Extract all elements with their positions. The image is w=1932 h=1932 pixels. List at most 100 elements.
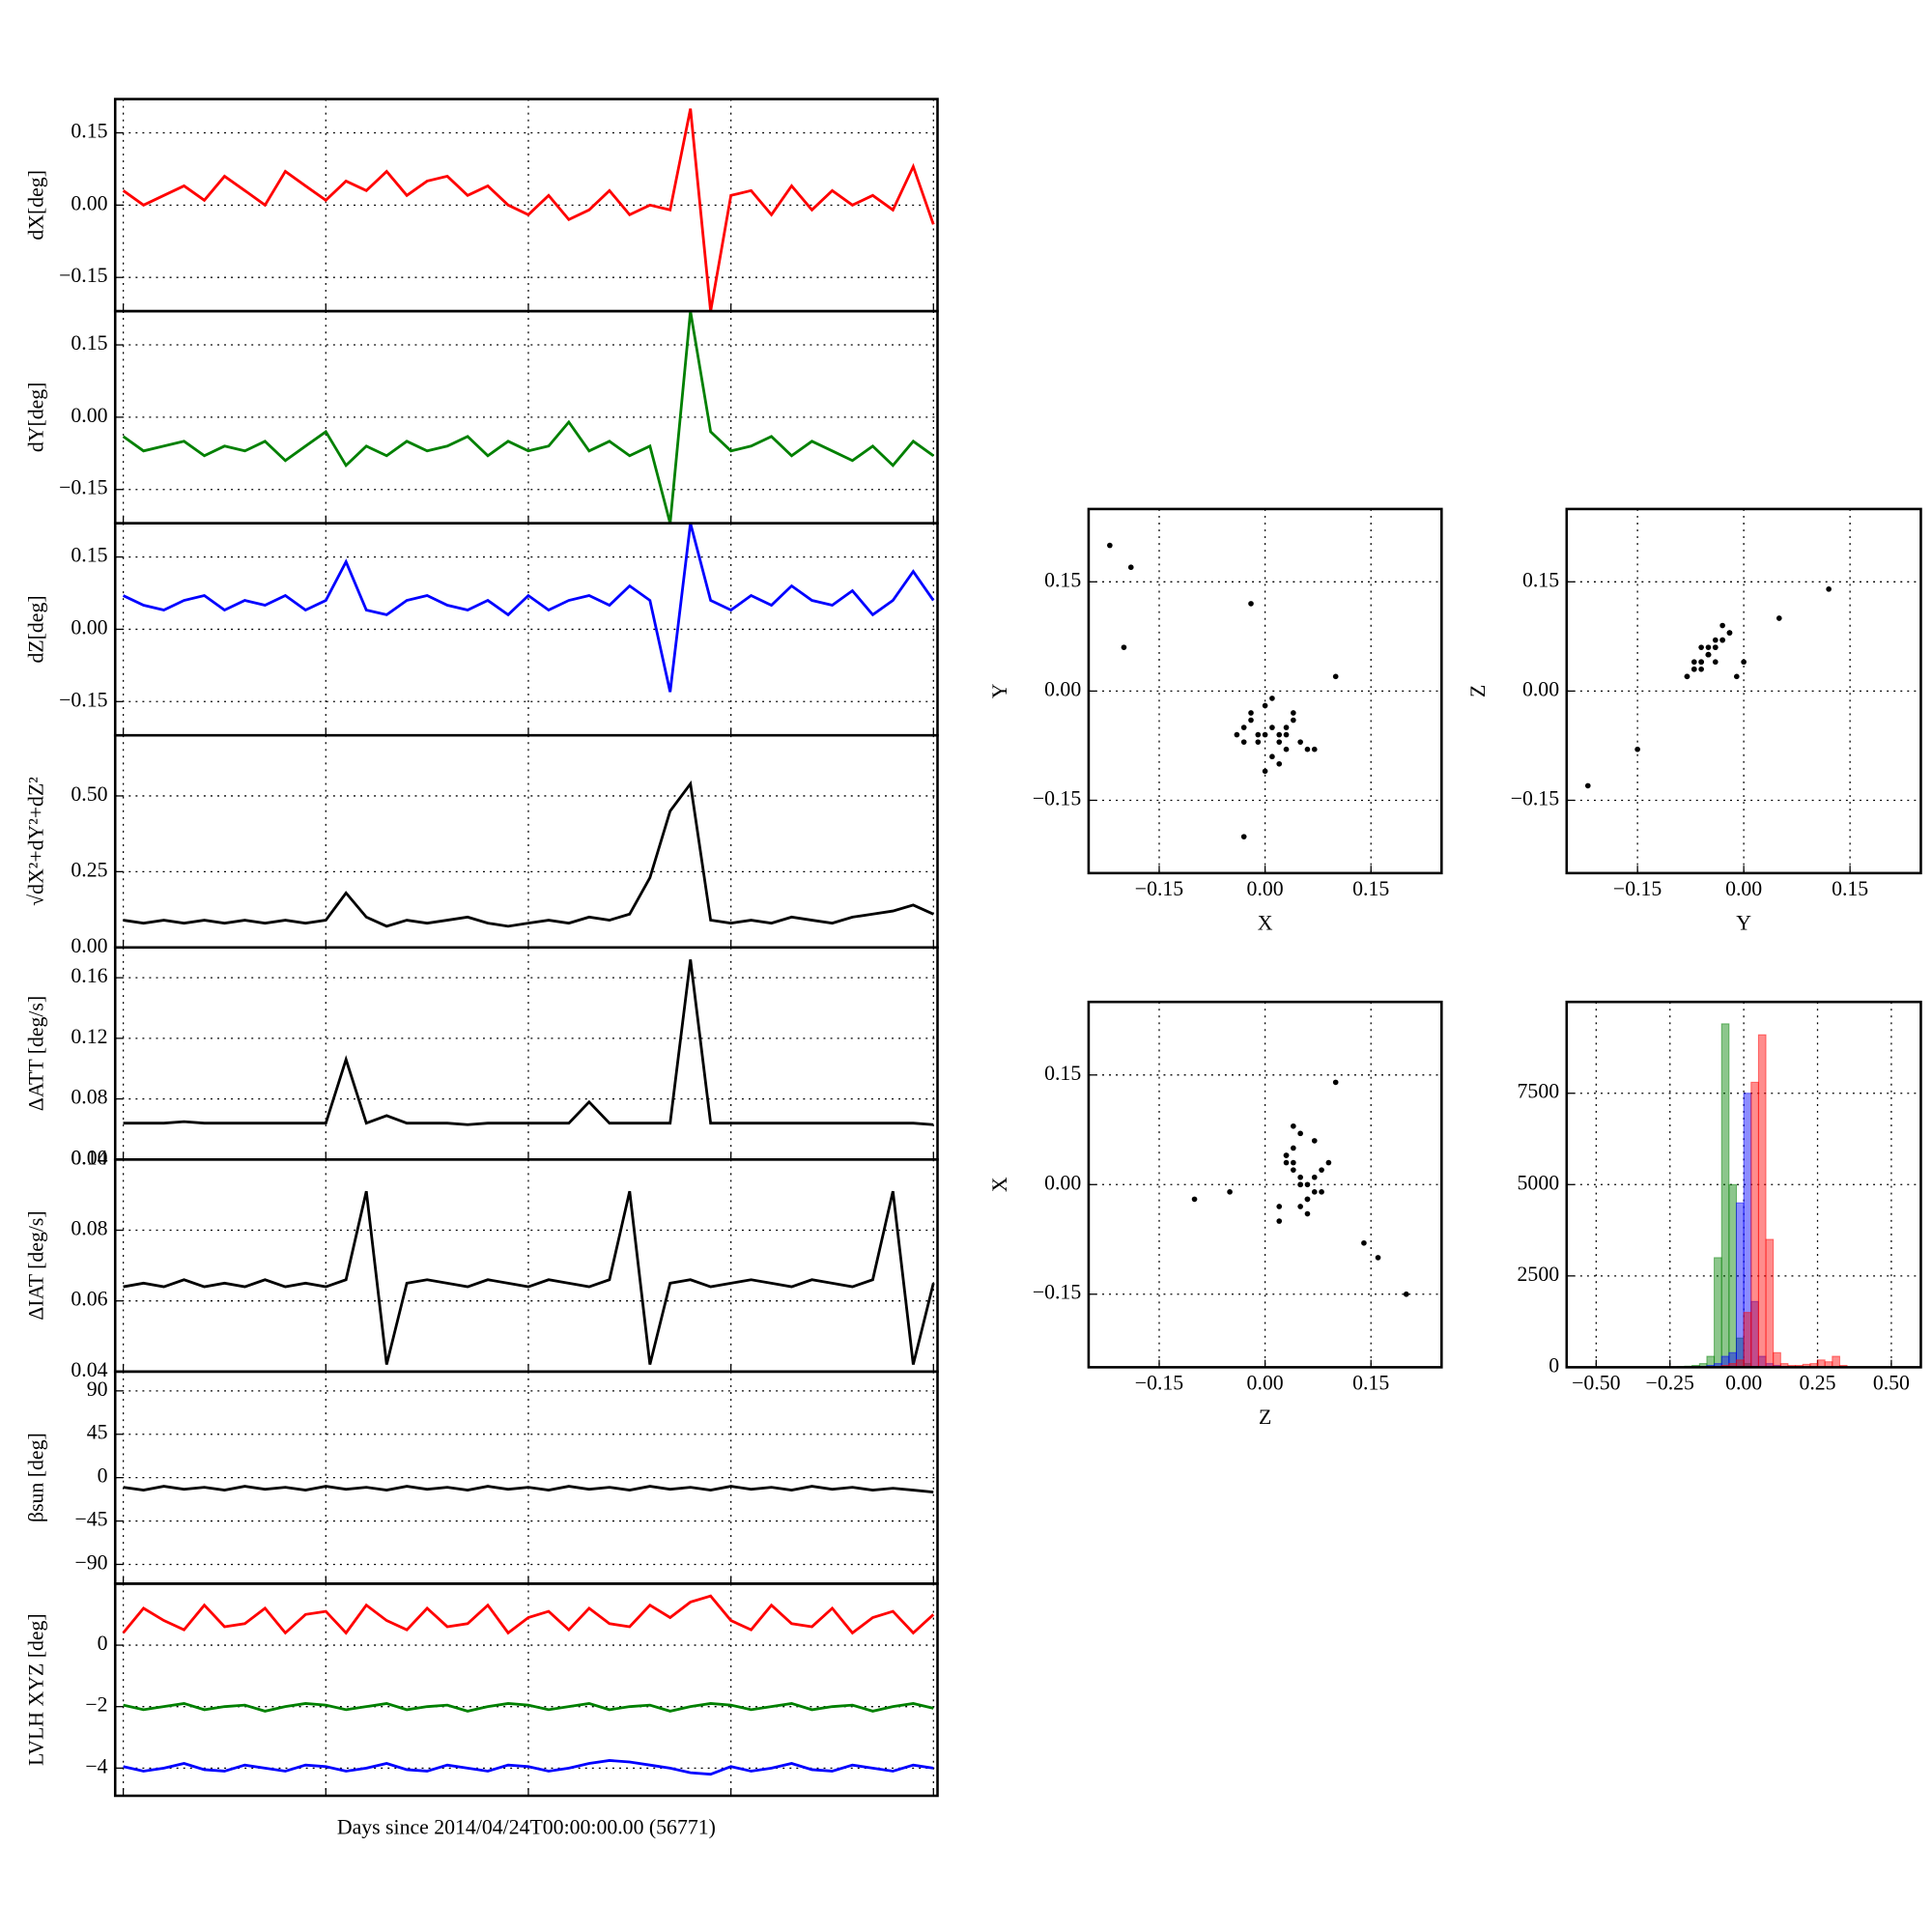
series-line [122, 1594, 935, 1635]
y-tick-label: −4 [85, 1754, 107, 1777]
y-axis-label: Z [1466, 685, 1490, 697]
x-tick-label: 0.25 [1799, 1371, 1835, 1394]
scatter-point [1262, 731, 1268, 738]
scatter-point [1690, 666, 1697, 672]
scatter-point [1698, 644, 1704, 650]
x-tick-label: −0.15 [1613, 877, 1662, 900]
series-line [123, 780, 934, 928]
histogram-bar [1773, 1351, 1781, 1368]
scatter-point [1269, 696, 1275, 701]
y-tick-label: 0.00 [1522, 677, 1559, 700]
scatter-point [1776, 615, 1782, 621]
scatter-point [1311, 1189, 1318, 1195]
y-tick-label: 0.08 [71, 1217, 107, 1240]
y-axis-label: Y [988, 683, 1011, 698]
scatter-point [1332, 1079, 1339, 1086]
axes-frame [1565, 507, 1922, 875]
y-tick-label: 0.00 [1044, 677, 1081, 700]
scatter-point [1276, 1218, 1283, 1224]
y-tick-label: 0.25 [71, 858, 107, 881]
y-tick-label: 0.04 [71, 1146, 107, 1169]
scatter-point [1325, 1159, 1332, 1166]
y-axis-label: LVLH XYZ [deg] [25, 1613, 48, 1766]
scatter-point [1291, 710, 1296, 716]
scatter-point [1255, 731, 1262, 738]
scatter-point [1304, 746, 1311, 753]
series-line [123, 1759, 934, 1776]
x-tick-label: 0.00 [1247, 877, 1284, 900]
scatter-point [1107, 542, 1113, 549]
x-tick-label: 0.15 [1352, 1371, 1389, 1394]
y-axis-label: √dX²+dY²+dZ² [25, 777, 48, 906]
scatter-point [1319, 1167, 1324, 1173]
scatter-point [1240, 834, 1247, 839]
y-tick-label: 0.15 [1522, 568, 1559, 591]
series-line [122, 311, 935, 524]
histogram-bar [1735, 1202, 1745, 1368]
histogram-bar [1714, 1257, 1722, 1368]
scatter-point [1361, 1239, 1367, 1246]
y-tick-label: 0.06 [71, 1288, 107, 1311]
scatter-point [1248, 717, 1254, 724]
histogram-bar [1728, 1183, 1738, 1368]
scatter-point [1291, 1145, 1296, 1151]
y-tick-label: 5000 [1518, 1171, 1560, 1194]
y-axis-label: ΔATT [deg/s] [25, 996, 48, 1111]
y-tick-label: −0.15 [1511, 786, 1560, 810]
scatter-point [1227, 1189, 1233, 1195]
y-tick-label: 0.15 [1044, 568, 1081, 591]
scatter-point [1297, 1130, 1303, 1137]
y-tick-label: 7500 [1518, 1080, 1560, 1103]
scatter-point [1375, 1255, 1381, 1261]
x-tick-label: −0.25 [1646, 1371, 1695, 1394]
y-tick-label: 0.15 [71, 331, 107, 355]
scatter-point [1304, 1210, 1311, 1217]
y-tick-label: 0.10 [71, 1146, 107, 1169]
scatter-point [1234, 731, 1240, 738]
scatter-point [1304, 1181, 1311, 1188]
y-tick-label: 0.12 [71, 1025, 107, 1048]
scatter-point [1191, 1196, 1198, 1203]
y-tick-label: 0.00 [71, 404, 107, 427]
scatter-point [1719, 637, 1725, 643]
y-tick-label: −0.15 [59, 688, 108, 711]
series-line [123, 1702, 934, 1713]
scatter-point [1127, 564, 1134, 571]
series-line [123, 1485, 934, 1494]
scatter-point [1291, 717, 1296, 724]
histogram-bar [1832, 1355, 1840, 1368]
histogram-bar [1765, 1238, 1775, 1368]
scatter-point [1283, 746, 1290, 753]
scatter-point [1584, 782, 1591, 789]
scatter-point [1283, 724, 1290, 730]
scatter-point [1741, 659, 1747, 666]
histogram-bar [1743, 1312, 1752, 1368]
scatter-point [1262, 702, 1268, 709]
scatter-point [1240, 724, 1247, 730]
scatter-point [1712, 637, 1719, 643]
x-axis-label: Y [1736, 912, 1751, 935]
x-tick-label: −0.15 [1135, 877, 1184, 900]
x-axis-label: Days since 2014/04/24T00:00:00.00 (56771… [337, 1816, 716, 1839]
y-tick-label: 0.00 [71, 615, 107, 639]
scatter-point [1705, 651, 1712, 658]
scatter-point [1262, 768, 1268, 775]
scatter-point [1283, 731, 1290, 738]
series-line [123, 959, 934, 1126]
x-tick-label: −0.15 [1135, 1371, 1184, 1394]
scatter-point [1690, 659, 1697, 666]
scatter-point [1283, 1159, 1290, 1166]
scatter-point [1248, 601, 1254, 607]
y-tick-label: −0.15 [1033, 1281, 1082, 1304]
scatter-point [1684, 673, 1690, 680]
scatter-point [1311, 1138, 1318, 1144]
scatter-point [1719, 622, 1725, 629]
scatter-point [1726, 630, 1733, 636]
series-line [123, 1190, 935, 1365]
y-tick-label: 0.15 [71, 544, 107, 567]
scatter-point [1733, 673, 1740, 680]
x-tick-label: 0.00 [1725, 877, 1762, 900]
axes-frame [1565, 1000, 1922, 1369]
